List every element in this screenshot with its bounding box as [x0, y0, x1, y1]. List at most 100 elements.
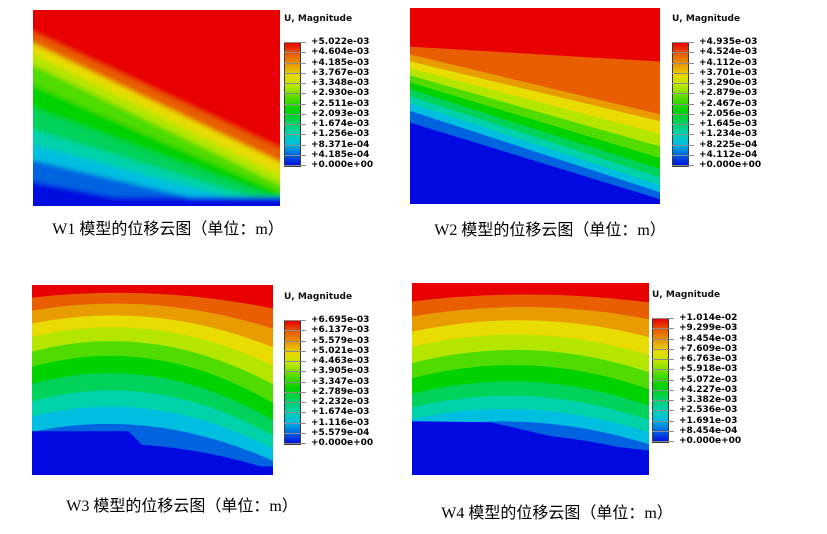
legend-title: U, Magnitude: [672, 14, 741, 24]
legend-level-value: +8.454e-04: [679, 425, 738, 436]
legend-level-value: +0.000e+00: [679, 436, 742, 446]
legend-level-value: +2.511e-03: [311, 98, 370, 109]
legend-tick: [284, 412, 306, 414]
legend-tick: [284, 320, 306, 321]
legend-level-value: +5.072e-03: [679, 374, 738, 385]
legend-tick: [284, 402, 306, 403]
legend-tick: [672, 42, 694, 43]
legend-tick: [284, 42, 306, 43]
legend-tick: [284, 330, 306, 332]
colorbar-gradient: [672, 42, 689, 167]
legend-tick: [672, 165, 694, 166]
legend-tick: [652, 328, 674, 330]
legend-w2: U, Magnitude +4.935e-03 +4.524e-03 +4.112e…: [672, 14, 772, 175]
legend-level-value: +2.879e-03: [699, 88, 758, 99]
legend-tick: [284, 165, 306, 166]
legend-tick: [284, 72, 306, 74]
contour-plot-w2-canvas: [410, 8, 660, 204]
legend-tick: [284, 391, 306, 393]
contour-plot-w3: [32, 285, 273, 475]
legend-tick: [284, 93, 306, 95]
legend-level-value: +5.579e-03: [311, 335, 370, 346]
caption-w1: W1 模型的位移云图（单位：m）: [52, 221, 284, 238]
legend-level-value: +4.112e-03: [699, 57, 758, 68]
legend-level-value: +4.935e-03: [699, 37, 758, 47]
legend-level-value: +2.467e-03: [699, 98, 758, 109]
legend-tick: [284, 154, 306, 156]
legend-level-value: +3.382e-03: [679, 395, 738, 405]
legend-w3: U, Magnitude +6.695e-03 +6.137e-03 +5.579e…: [284, 292, 384, 453]
legend-tick: [652, 318, 674, 319]
legend-level-value: +4.112e-04: [699, 149, 758, 160]
legend-tick: [672, 93, 694, 95]
legend-level-value: +0.000e+00: [311, 160, 374, 170]
legend-tick: [284, 371, 306, 373]
legend-tick: [652, 441, 674, 442]
legend-level-value: +3.347e-03: [311, 376, 370, 387]
legend-tick: [672, 134, 694, 136]
legend-scale: +1.014e-02 +9.299e-03 +8.454e-03 +7.609e-03…: [652, 313, 752, 451]
legend-tick: [652, 410, 674, 412]
legend-tick: [652, 389, 674, 391]
legend-tick: [284, 124, 306, 125]
legend-level-value: +4.227e-03: [679, 384, 738, 395]
legend-level-value: +3.905e-03: [311, 366, 370, 377]
contour-plot-w4-canvas: [412, 283, 649, 475]
legend-level-value: +1.256e-03: [311, 129, 370, 140]
legend-tick: [672, 154, 694, 156]
legend-tick: [672, 72, 694, 74]
legend-level-value: +4.524e-03: [699, 47, 758, 58]
legend-tick: [284, 432, 306, 434]
legend-level-value: +1.674e-03: [311, 407, 370, 418]
legend-tick: [284, 83, 306, 84]
legend-tick: [672, 124, 694, 125]
legend-tick: [284, 134, 306, 136]
legend-tick: [672, 83, 694, 84]
legend-level-value: +1.691e-03: [679, 415, 738, 426]
legend-level-value: +8.454e-03: [679, 333, 738, 344]
legend-level-value: +8.371e-04: [311, 139, 370, 150]
legend-level-value: +4.185e-03: [311, 57, 370, 68]
legend-level-value: +3.348e-03: [311, 78, 370, 88]
caption-w4: W4 模型的位移云图（单位：m）: [441, 505, 673, 522]
legend-tick: [284, 340, 306, 342]
legend-level-value: +5.918e-03: [679, 364, 738, 375]
legend-level-value: +2.232e-03: [311, 397, 370, 407]
legend-level-value: +3.290e-03: [699, 78, 758, 88]
colorbar-gradient: [284, 320, 301, 445]
legend-level-value: +8.225e-04: [699, 139, 758, 150]
legend-tick: [284, 422, 306, 424]
caption-w3: W3 模型的位移云图（单位：m）: [66, 498, 298, 515]
legend-tick: [284, 103, 306, 105]
legend-title: U, Magnitude: [284, 14, 353, 24]
legend-tick: [284, 381, 306, 383]
legend-level-value: +6.695e-03: [311, 315, 370, 325]
legend-scale: +5.022e-03 +4.604e-03 +4.185e-03 +3.767e-03…: [284, 37, 384, 175]
legend-tick: [672, 62, 694, 64]
legend-tick: [672, 144, 694, 146]
legend-tick: [284, 52, 306, 54]
legend-tick: [284, 443, 306, 444]
legend-w4: U, Magnitude +1.014e-02 +9.299e-03 +8.454e…: [652, 290, 752, 451]
legend-level-value: +5.579e-04: [311, 427, 370, 438]
contour-plot-w4: [412, 283, 649, 475]
colorbar-gradient: [652, 318, 669, 443]
legend-tick: [284, 144, 306, 146]
legend-tick: [652, 420, 674, 422]
legend-tick: [652, 359, 674, 360]
legend-level-value: +2.093e-03: [311, 108, 370, 119]
legend-tick: [652, 348, 674, 350]
legend-w1: U, Magnitude +5.022e-03 +4.604e-03 +4.185e…: [284, 14, 384, 175]
legend-level-value: +2.930e-03: [311, 88, 370, 99]
legend-title: U, Magnitude: [652, 290, 721, 300]
legend-scale: +6.695e-03 +6.137e-03 +5.579e-03 +5.021e-03…: [284, 315, 384, 453]
legend-tick: [284, 62, 306, 64]
legend-level-value: +5.022e-03: [311, 37, 370, 47]
legend-level-value: +4.604e-03: [311, 47, 370, 58]
legend-level-value: +3.767e-03: [311, 67, 370, 78]
legend-tick: [652, 430, 674, 432]
legend-tick: [284, 361, 306, 362]
legend-level-value: +6.763e-03: [679, 354, 738, 364]
legend-level-value: +1.116e-03: [311, 417, 370, 428]
